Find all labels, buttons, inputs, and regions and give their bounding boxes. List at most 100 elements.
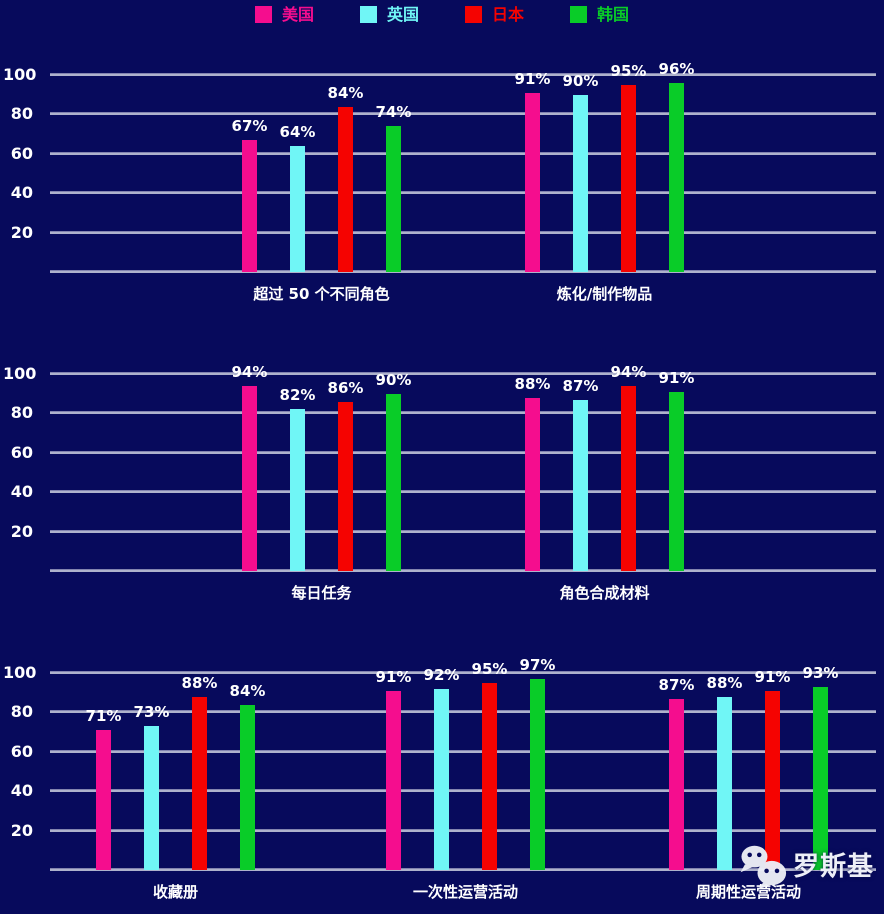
bar-美国: 88%: [515, 375, 550, 571]
bar-chart-top: 100 80 60 40 20 67% 64% 84% 74% 超过 50 个不同角色 91% 90%…: [3, 60, 876, 303]
bar-value-label: 96%: [658, 59, 695, 78]
bar-value-label: 90%: [375, 370, 412, 389]
legend-swatch-icon: [359, 6, 377, 23]
x-axis-line: [50, 271, 876, 273]
bar-韩国: 84%: [230, 682, 265, 870]
bar-value-label: 90%: [562, 71, 599, 90]
watermark-text: 罗斯基: [793, 852, 875, 882]
gridline: [50, 412, 876, 415]
bar-group: 91% 92% 95% 97% 一次性运营活动: [376, 656, 556, 901]
bar-group: 67% 64% 84% 74% 超过 50 个不同角色: [232, 75, 412, 303]
bar-value-label: 94%: [231, 362, 268, 381]
gridline: [50, 373, 876, 375]
bar-value-label: 84%: [327, 83, 364, 102]
bar-日本: 94%: [611, 363, 646, 571]
bar-英国: 73%: [134, 703, 169, 870]
gridline: [50, 790, 876, 793]
bar-英国: 64%: [280, 123, 315, 272]
gridline: [50, 192, 876, 195]
y-tick-label: 40: [10, 183, 33, 203]
y-tick-label: 60: [10, 442, 33, 462]
gridline: [50, 711, 876, 714]
bar-value-label: 88%: [181, 673, 218, 692]
bar-group: 94% 82% 86% 90% 每日任务: [232, 363, 412, 602]
legend-swatch-icon: [570, 6, 588, 23]
bar-英国: 92%: [424, 666, 459, 870]
bar-value-label: 92%: [423, 665, 460, 684]
category-label: 超过 50 个不同角色: [253, 285, 390, 303]
bar-chart-middle: 100 80 60 40 20 94% 82% 86% 90% 每日任务 88% 87% 94% 91% 角…: [3, 363, 876, 602]
category-label: 一次性运营活动: [412, 883, 519, 901]
bar-日本: 91%: [755, 668, 790, 870]
gridline: [50, 672, 876, 674]
x-axis-line: [50, 869, 876, 871]
bar-value-label: 91%: [375, 667, 412, 686]
legend-label: 美国: [281, 5, 314, 24]
gridline: [50, 113, 876, 116]
wechat-icon: [740, 845, 787, 890]
y-tick-label: 20: [10, 820, 33, 840]
bar-value-label: 94%: [610, 362, 647, 381]
legend-item-4: 韩国: [570, 6, 629, 23]
legend-item-2: 英国: [359, 6, 419, 23]
bar-日本: 88%: [182, 674, 217, 870]
x-axis-line: [50, 570, 876, 572]
bar-value-label: 64%: [279, 122, 316, 141]
legend-label: 韩国: [597, 5, 630, 24]
y-tick-label: 100: [3, 364, 37, 383]
legend-label: 日本: [492, 5, 525, 24]
bar-英国: 87%: [563, 377, 598, 571]
bar-日本: 86%: [328, 379, 363, 571]
watermark: 罗斯基: [738, 843, 874, 891]
y-tick-label: 60: [10, 741, 33, 761]
bar-value-label: 71%: [85, 707, 122, 726]
gridline: [50, 74, 876, 76]
gridline: [50, 152, 876, 155]
category-label: 炼化/制作物品: [556, 285, 653, 303]
bar-value-label: 95%: [610, 61, 647, 80]
y-tick-label: 100: [3, 663, 37, 682]
category-label: 收藏册: [152, 883, 199, 901]
bar-日本: 84%: [328, 84, 363, 272]
bar-美国: 67%: [232, 117, 267, 272]
category-label: 角色合成材料: [559, 584, 650, 602]
bar-group: 91% 90% 95% 96% 炼化/制作物品: [515, 60, 695, 303]
y-tick-label: 80: [10, 702, 33, 722]
bar-美国: 94%: [232, 363, 267, 571]
bar-日本: 95%: [472, 660, 507, 870]
bar-value-label: 74%: [375, 103, 412, 122]
bar-value-label: 67%: [231, 117, 268, 136]
bar-value-label: 87%: [658, 675, 695, 694]
bar-value-label: 88%: [514, 374, 551, 393]
legend-item-1: 美国: [254, 5, 314, 24]
gridline: [50, 451, 876, 454]
y-tick-label: 20: [10, 521, 33, 541]
gridline: [50, 491, 876, 494]
legend-swatch-icon: [465, 6, 482, 23]
bar-value-label: 87%: [562, 376, 599, 395]
bar-value-label: 91%: [754, 667, 791, 686]
bar-韩国: 97%: [520, 656, 555, 870]
bar-韩国: 93%: [803, 664, 838, 870]
bar-韩国: 96%: [659, 60, 694, 272]
bar-英国: 88%: [707, 674, 742, 870]
gridline: [50, 750, 876, 753]
bar-value-label: 95%: [471, 659, 508, 678]
bar-美国: 71%: [86, 707, 121, 870]
bar-韩国: 91%: [659, 369, 694, 571]
bar-value-label: 86%: [327, 378, 364, 397]
y-tick-label: 60: [10, 143, 33, 163]
bar-value-label: 91%: [658, 368, 695, 387]
bar-value-label: 91%: [514, 69, 551, 88]
bar-group: 88% 87% 94% 91% 角色合成材料: [515, 363, 695, 602]
y-tick-label: 40: [10, 781, 33, 801]
bar-美国: 91%: [515, 70, 550, 272]
y-tick-label: 40: [10, 482, 33, 502]
legend-swatch-icon: [254, 6, 272, 23]
gridline: [50, 829, 876, 832]
bar-chart-bottom: 100 80 60 40 20 71% 73% 88% 84% 收藏册 91% 92% 95% 97% 一次…: [3, 656, 876, 901]
category-label: 周期性运营活动: [695, 883, 802, 901]
category-label: 每日任务: [291, 584, 352, 602]
gridline: [50, 231, 876, 234]
